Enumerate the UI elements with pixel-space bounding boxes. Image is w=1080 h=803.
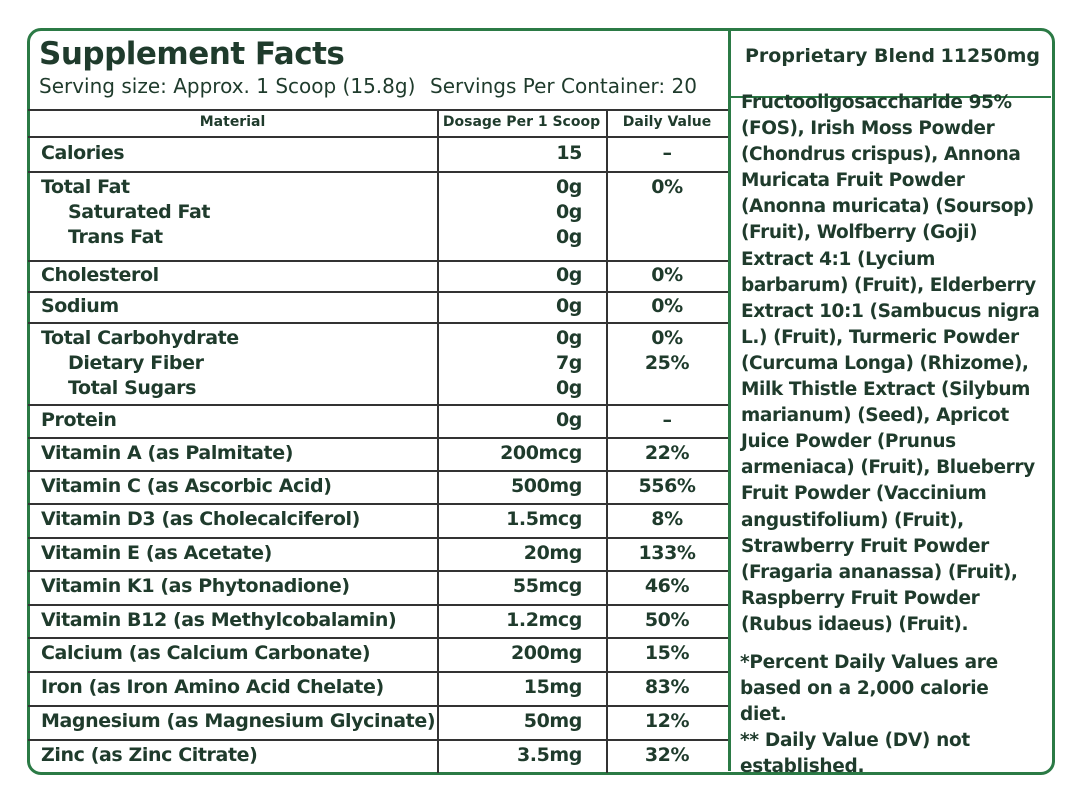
daily-value: – — [662, 408, 672, 431]
column-rule — [606, 109, 608, 773]
footnote: ** Daily Value (DV) not established. — [740, 730, 970, 777]
nutrient-name: Vitamin E (as Acetate) — [41, 541, 272, 564]
table-rule — [28, 109, 728, 111]
nutrient-name: Trans Fat — [68, 226, 163, 248]
table-rule — [28, 136, 728, 138]
nutrient-name: Total Fat — [41, 176, 130, 198]
daily-value: 0% — [651, 263, 683, 286]
row-rule — [28, 437, 728, 439]
nutrient-name: Calories — [41, 142, 125, 164]
nutrient-name: Vitamin A (as Palmitate) — [41, 441, 294, 464]
dosage: 50mg — [523, 710, 583, 732]
daily-value: 22% — [644, 441, 690, 464]
daily-value: 83% — [644, 676, 690, 698]
dosage: 0g — [555, 176, 582, 198]
daily-value: 0% — [651, 327, 683, 349]
nutrient-name: Sodium — [41, 294, 119, 317]
row-rule — [28, 537, 728, 539]
row-rule — [28, 705, 728, 707]
nutrient-name: Total Carbohydrate — [41, 327, 239, 349]
serving-size: Serving size: Approx. 1 Scoop (15.8g) — [39, 74, 416, 98]
dosage: 200mg — [510, 642, 582, 664]
column-header: Dosage Per 1 Scoop — [442, 114, 601, 130]
divider — [728, 30, 731, 771]
column-rule — [437, 109, 439, 773]
daily-value: – — [662, 142, 672, 164]
nutrient-name: Vitamin B12 (as Methylcobalamin) — [41, 608, 397, 631]
dosage: 0g — [555, 294, 582, 317]
blend-rule — [731, 96, 1051, 98]
nutrient-name: Cholesterol — [41, 263, 159, 286]
daily-value: 12% — [644, 710, 690, 732]
daily-value: 32% — [644, 744, 690, 766]
daily-value: 15% — [644, 642, 690, 664]
daily-value: 133% — [638, 541, 696, 564]
dosage: 1.5mcg — [506, 508, 582, 530]
nutrient-name: Zinc (as Zinc Citrate) — [41, 744, 258, 766]
daily-value: 0% — [651, 176, 683, 198]
row-rule — [28, 291, 728, 293]
nutrient-name: Magnesium (as Magnesium Glycinate) — [41, 710, 436, 732]
row-rule — [28, 637, 728, 639]
row-rule — [28, 570, 728, 572]
daily-value: 46% — [644, 575, 690, 597]
dosage: 7g — [555, 352, 582, 374]
dosage: 500mg — [510, 474, 582, 497]
frame — [27, 28, 1055, 775]
dosage: 0g — [555, 327, 582, 349]
daily-value: 50% — [644, 608, 690, 631]
row-rule — [28, 470, 728, 472]
row-rule — [28, 739, 728, 741]
nutrient-name: Vitamin K1 (as Phytonadione) — [41, 575, 350, 597]
dosage: 20mg — [523, 541, 583, 564]
nutrient-name: Calcium (as Calcium Carbonate) — [41, 642, 371, 664]
row-rule — [28, 503, 728, 505]
daily-value: 8% — [651, 508, 683, 530]
dosage: 55mcg — [512, 575, 583, 597]
nutrient-name: Vitamin D3 (as Cholecalciferol) — [41, 508, 360, 530]
blend-ingredients: Fructooligosaccharide 95% (FOS), Irish M… — [741, 92, 1040, 635]
row-rule — [28, 322, 728, 324]
daily-value: 0% — [651, 294, 683, 317]
column-header: Material — [199, 114, 266, 130]
servings-per-container: Servings Per Container: 20 — [430, 74, 697, 98]
nutrient-name: Protein — [41, 408, 117, 431]
row-rule — [28, 171, 728, 173]
row-rule — [28, 404, 728, 406]
blend-title: Proprietary Blend — [745, 45, 935, 67]
nutrient-name: Dietary Fiber — [68, 352, 204, 374]
footnote: *Percent Daily Values are based on a 2,0… — [740, 652, 998, 725]
row-rule — [28, 671, 728, 673]
dosage: 15 — [556, 142, 582, 164]
nutrient-name: Saturated Fat — [68, 201, 211, 223]
column-header: Daily Value — [622, 114, 712, 130]
dosage: 15mg — [523, 676, 583, 698]
dosage: 1.2mcg — [506, 608, 582, 631]
title: Supplement Facts — [39, 36, 345, 72]
row-rule — [28, 260, 728, 262]
daily-value: 25% — [644, 352, 690, 374]
dosage: 0g — [555, 408, 582, 431]
dosage: 0g — [555, 377, 582, 399]
row-rule — [28, 604, 728, 606]
dosage: 200mcg — [500, 441, 582, 464]
dosage: 0g — [555, 226, 582, 248]
daily-value: 556% — [638, 474, 696, 497]
nutrient-name: Total Sugars — [68, 377, 197, 399]
dosage: 0g — [555, 201, 582, 223]
nutrient-name: Vitamin C (as Ascorbic Acid) — [41, 474, 332, 497]
dosage: 0g — [555, 263, 582, 286]
dosage: 3.5mg — [516, 744, 582, 766]
nutrient-name: Iron (as Iron Amino Acid Chelate) — [41, 676, 384, 698]
footnotes: *Percent Daily Values are based on a 2,0… — [740, 650, 1040, 780]
blend-amount: 11250mg — [940, 45, 1041, 67]
